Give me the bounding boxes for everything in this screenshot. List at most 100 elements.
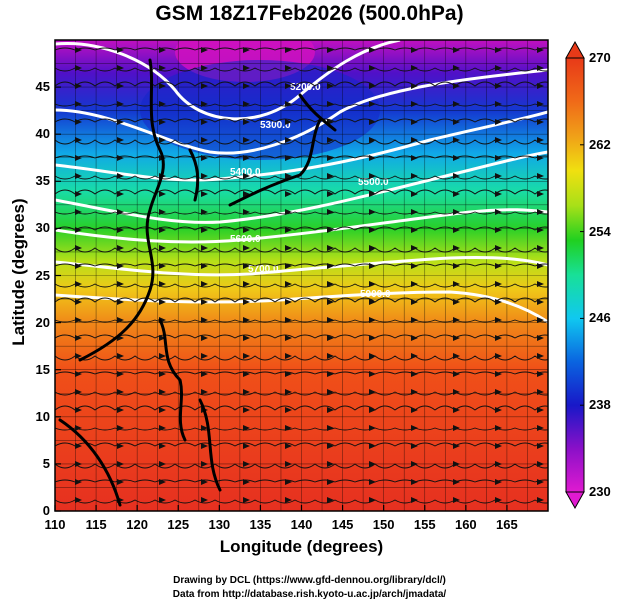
wind-arrow	[369, 155, 376, 161]
contour-label: 5900.0	[360, 289, 391, 300]
wind-arrow	[453, 47, 460, 53]
wind-arrow	[369, 209, 376, 215]
x-tick-label: 130	[208, 517, 231, 532]
x-tick-label: 125	[167, 517, 190, 532]
wind-arrow	[75, 479, 82, 485]
wind-arrow	[453, 119, 460, 125]
wind-arrow	[243, 299, 250, 305]
x-tick-label: 155	[413, 517, 436, 532]
wind-arrow	[369, 263, 376, 269]
wind-arrow	[369, 65, 376, 71]
wind-arrow	[411, 425, 418, 431]
wind-arrow	[537, 479, 544, 485]
wind-arrow	[159, 227, 166, 233]
wind-arrow	[117, 407, 124, 413]
y-tick-label: 20	[35, 314, 50, 330]
wind-arrow	[495, 317, 502, 323]
wind-arrow	[159, 47, 166, 53]
wind-arrow	[453, 317, 460, 323]
wind-arrow	[117, 173, 124, 179]
wind-arrow	[201, 119, 208, 125]
wind-arrow	[285, 173, 292, 179]
wind-arrow	[75, 497, 82, 503]
wind-arrow	[75, 155, 82, 161]
wind-arrow	[453, 443, 460, 449]
contour-label: 5700.0	[248, 264, 279, 275]
y-tick-label: 30	[35, 220, 50, 236]
wind-arrow	[537, 245, 544, 251]
wind-arrow	[495, 353, 502, 359]
colorbar-min-arrow	[565, 491, 585, 510]
x-tick-label: 140	[290, 517, 313, 532]
wind-arrow	[495, 497, 502, 503]
wind-arrow	[117, 191, 124, 197]
wind-arrow	[453, 299, 460, 305]
wind-arrow	[537, 137, 544, 143]
wind-arrow	[495, 65, 502, 71]
wind-arrow	[117, 47, 124, 53]
wind-arrow	[453, 425, 460, 431]
wind-arrow	[537, 83, 544, 89]
wind-arrow	[159, 281, 166, 287]
colorbar-label: 262	[589, 136, 611, 152]
wind-arrow	[453, 263, 460, 269]
wind-arrow	[75, 83, 82, 89]
streamline	[55, 47, 548, 51]
wind-arrow	[411, 191, 418, 197]
streamline	[55, 391, 548, 396]
y-tick-label: 5	[42, 455, 50, 471]
wind-arrow	[369, 335, 376, 341]
wind-arrow	[117, 83, 124, 89]
wind-arrow	[75, 245, 82, 251]
wind-arrow	[117, 479, 124, 485]
wind-arrow	[159, 425, 166, 431]
wind-arrow	[453, 335, 460, 341]
wind-arrow	[411, 101, 418, 107]
wind-arrow	[453, 479, 460, 485]
wind-arrow	[537, 317, 544, 323]
wind-arrow	[369, 461, 376, 467]
wind-arrow	[285, 83, 292, 89]
wind-arrow	[495, 209, 502, 215]
streamline	[55, 139, 548, 145]
wind-arrow	[369, 281, 376, 287]
wind-arrow	[453, 65, 460, 71]
wind-arrow	[201, 335, 208, 341]
y-tick-label: 40	[35, 126, 50, 142]
wind-arrow	[369, 443, 376, 449]
wind-arrow	[117, 263, 124, 269]
wind-arrow	[369, 227, 376, 233]
wind-arrow	[201, 155, 208, 161]
streamline	[55, 442, 548, 447]
wind-arrow	[75, 407, 82, 413]
wind-arrow	[159, 245, 166, 251]
wind-arrow	[243, 497, 250, 503]
wind-arrow	[285, 425, 292, 431]
x-tick-label: 150	[372, 517, 395, 532]
wind-arrow	[369, 353, 376, 359]
wind-arrow	[411, 443, 418, 449]
wind-arrow	[243, 47, 250, 53]
wind-arrow	[285, 137, 292, 143]
colorbar-label: 246	[589, 310, 611, 326]
wind-arrow	[75, 263, 82, 269]
streamline	[55, 283, 548, 288]
wind-arrow	[117, 425, 124, 431]
wind-arrow	[285, 47, 292, 53]
wind-arrow	[75, 47, 82, 53]
wind-arrow	[201, 479, 208, 485]
credit-data: Data from http://database.rish.kyoto-u.a…	[172, 589, 447, 600]
streamline	[55, 499, 548, 504]
wind-arrow	[285, 65, 292, 71]
wind-arrow	[201, 191, 208, 197]
wind-arrow	[117, 371, 124, 377]
streamline	[55, 81, 548, 87]
wind-arrow	[369, 497, 376, 503]
wind-arrow	[159, 371, 166, 377]
wind-arrow	[117, 443, 124, 449]
wind-arrow	[453, 389, 460, 395]
streamline	[55, 355, 548, 361]
wind-arrow	[159, 443, 166, 449]
wind-arrow	[159, 137, 166, 143]
wind-arrow	[327, 317, 334, 323]
